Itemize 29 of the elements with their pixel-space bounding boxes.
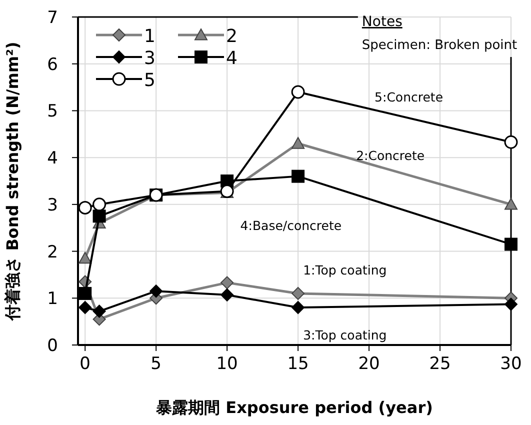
annotation: 2:Concrete (356, 148, 425, 163)
x-tick-label: 0 (80, 354, 91, 374)
x-tick-label: 5 (150, 354, 162, 374)
legend-label: 3 (144, 48, 156, 69)
x-tick-label: 15 (287, 354, 309, 374)
x-tick-label: 25 (429, 354, 451, 374)
annotation: 3:Top coating (303, 327, 387, 342)
y-tick-label: 7 (47, 8, 58, 28)
annotation: 4:Base/concrete (240, 218, 342, 234)
legend-label: 2 (226, 26, 238, 47)
y-tick-label: 1 (47, 289, 58, 310)
y-tick-label: 6 (47, 54, 58, 75)
y-tick-label: 4 (47, 148, 58, 169)
legend-label: 4 (226, 48, 238, 69)
y-tick-label: 0 (47, 336, 58, 356)
annotation: Specimen: Broken point (362, 38, 518, 53)
y-tick-label: 2 (47, 242, 58, 262)
y-tick-label: 3 (47, 195, 58, 216)
x-tick-label: 30 (500, 354, 522, 374)
annotation: 5:Concrete (374, 89, 444, 104)
annotation: 1:Top coating (303, 262, 387, 278)
legend-label: 1 (144, 26, 156, 47)
x-tick-label: 20 (358, 354, 380, 374)
y-tick-label: 5 (47, 102, 58, 122)
annotation: Notes (362, 14, 402, 30)
y-axis-title: 付着強さ Bond strength (N/mm²) (3, 42, 22, 322)
x-axis-title: 暴露期間 Exposure period (year) (155, 398, 433, 417)
legend-label: 5 (144, 70, 156, 91)
x-tick-label: 10 (216, 354, 238, 374)
